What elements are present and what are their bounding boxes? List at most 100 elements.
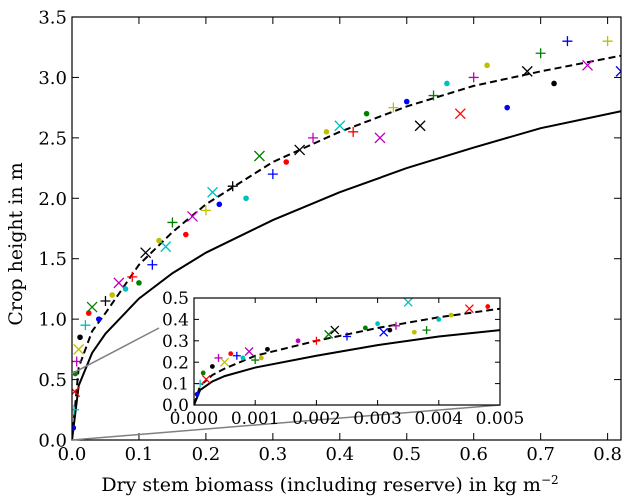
main-data-point-dot [95, 316, 102, 322]
inset-data-point-dot [436, 317, 442, 322]
inset-data-point-cross [220, 357, 230, 367]
main-data-point-plus [72, 356, 82, 367]
main-y-tick-label: 0.0 [38, 430, 67, 451]
inset-plot: 0.000 0.001 0.002 0.003 0.004 0.0050.00.10.20… [162, 289, 524, 429]
main-data-point-dot [136, 280, 142, 286]
main-x-tick-label: 0.3 [259, 444, 288, 465]
main-data-point-plus [428, 90, 439, 101]
main-y-tick-label: 2.5 [38, 128, 67, 149]
inset-data-point-dot [200, 370, 206, 376]
main-data-point-dot [109, 292, 115, 298]
main-x-tick-label: 0.0 [58, 444, 87, 465]
inset-data-point-dot [375, 321, 380, 327]
main-y-tick-label: 1.0 [38, 310, 67, 331]
inset-x-tick-label: 0.000 [170, 409, 219, 429]
main-data-point-cross [86, 301, 98, 313]
main-data-point-cross [187, 210, 198, 222]
main-data-point-dot [77, 334, 83, 341]
main-plot-content [72, 36, 621, 440]
main-x-tick-label: 0.8 [593, 444, 622, 465]
main-data-point-plus [100, 296, 111, 307]
main-data-point-cross [374, 132, 386, 144]
inset-data-point-plus [251, 356, 260, 365]
main-data-point-plus [468, 72, 479, 83]
inset-data-point-dot [387, 327, 393, 333]
main-data-point-plus [535, 48, 546, 59]
inset-data-point-cross [330, 325, 340, 335]
inset-data-point-dot [411, 329, 417, 335]
main-y-tick-label: 3.0 [38, 68, 67, 89]
inset-data-point-cross [201, 374, 211, 384]
main-data-point-dot [183, 231, 189, 238]
zoom-connectors [71, 327, 501, 441]
main-x-tick-label: 0.6 [459, 444, 488, 465]
main-data-point-dot [283, 159, 290, 165]
inset-data-point-cross [379, 327, 389, 337]
main-data-point-dot [363, 110, 370, 117]
main-x-tick-label: 0.1 [125, 444, 154, 465]
main-data-point-cross [254, 150, 265, 162]
main-y-tick-label: 1.5 [38, 249, 67, 270]
inset-data-point-dot [448, 312, 454, 318]
y-axis-title: Crop height in m [5, 162, 27, 325]
main-data-point-cross [454, 108, 466, 120]
main-data-point-plus [602, 36, 613, 47]
main-data-point-dot [72, 425, 77, 431]
inset-data-point-plus [391, 321, 400, 330]
inset-y-tick-label: 0.3 [162, 332, 189, 352]
main-data-point-dot [504, 104, 510, 111]
main-x-tick-label: 0.7 [526, 444, 555, 465]
x-axis-unit-exponent: −2 [541, 473, 559, 487]
inset-data-point-cross [403, 298, 413, 307]
inset-y-tick-label: 0.4 [162, 311, 189, 331]
main-data-point-plus [167, 217, 178, 228]
inset-data-point-cross [464, 304, 474, 314]
main-data-point-plus [80, 320, 91, 331]
main-data-point-plus [267, 169, 278, 180]
inset-x-tick-label: 0.005 [476, 409, 525, 429]
zoom-connector-upper [71, 327, 160, 375]
main-data-point-dot [323, 129, 330, 135]
inset-data-point-dot [295, 338, 301, 344]
main-data-point-plus [72, 404, 80, 415]
main-data-point-plus [308, 132, 319, 143]
inset-data-point-plus [312, 336, 321, 345]
main-solid-fit-curve [72, 110, 621, 440]
main-data-point-cross [294, 144, 306, 156]
inset-data-point-cross [244, 347, 254, 356]
main-data-point-plus [127, 271, 138, 282]
main-data-point-dot [484, 62, 490, 69]
main-data-point-cross [334, 120, 346, 132]
main-data-point-cross [615, 65, 621, 77]
inset-y-tick-label: 0.1 [162, 375, 189, 395]
inset-data-point-dot [194, 391, 200, 397]
main-x-tick-label: 0.4 [325, 444, 354, 465]
main-data-point-cross [140, 247, 152, 259]
inset-data-point-dot [265, 346, 270, 352]
inset-data-point-plus [343, 332, 351, 341]
main-data-point-plus [348, 126, 359, 137]
inset-y-tick-label: 0.5 [162, 289, 189, 309]
main-data-point-cross [521, 65, 533, 77]
inset-data-point-dot [362, 325, 368, 331]
main-plot-frame [71, 16, 622, 441]
main-dashed-fit-curve [72, 54, 621, 440]
main-data-point-dot [444, 80, 450, 87]
inset-solid-fit-curve [194, 329, 500, 405]
inset-data-point-dot [485, 304, 491, 309]
inset-x-tick-label: 0.003 [353, 409, 402, 429]
inset-plot-frame [193, 297, 501, 406]
main-data-point-cross [582, 59, 593, 71]
inset-x-tick-label: 0.001 [231, 409, 280, 429]
main-data-point-cross [207, 186, 219, 198]
x-axis-title-text: Dry stem biomass (including reserve) in … [101, 474, 541, 496]
main-x-tick-label: 0.5 [392, 444, 421, 465]
inset-data-point-dot [209, 364, 215, 369]
inset-x-tick-label: 0.002 [292, 409, 341, 429]
main-data-point-plus [147, 259, 158, 270]
inset-data-point-dot [258, 355, 264, 361]
inset-data-point-dot [240, 355, 246, 361]
inset-data-point-plus [422, 326, 431, 335]
inset-data-point-plus [232, 351, 241, 360]
